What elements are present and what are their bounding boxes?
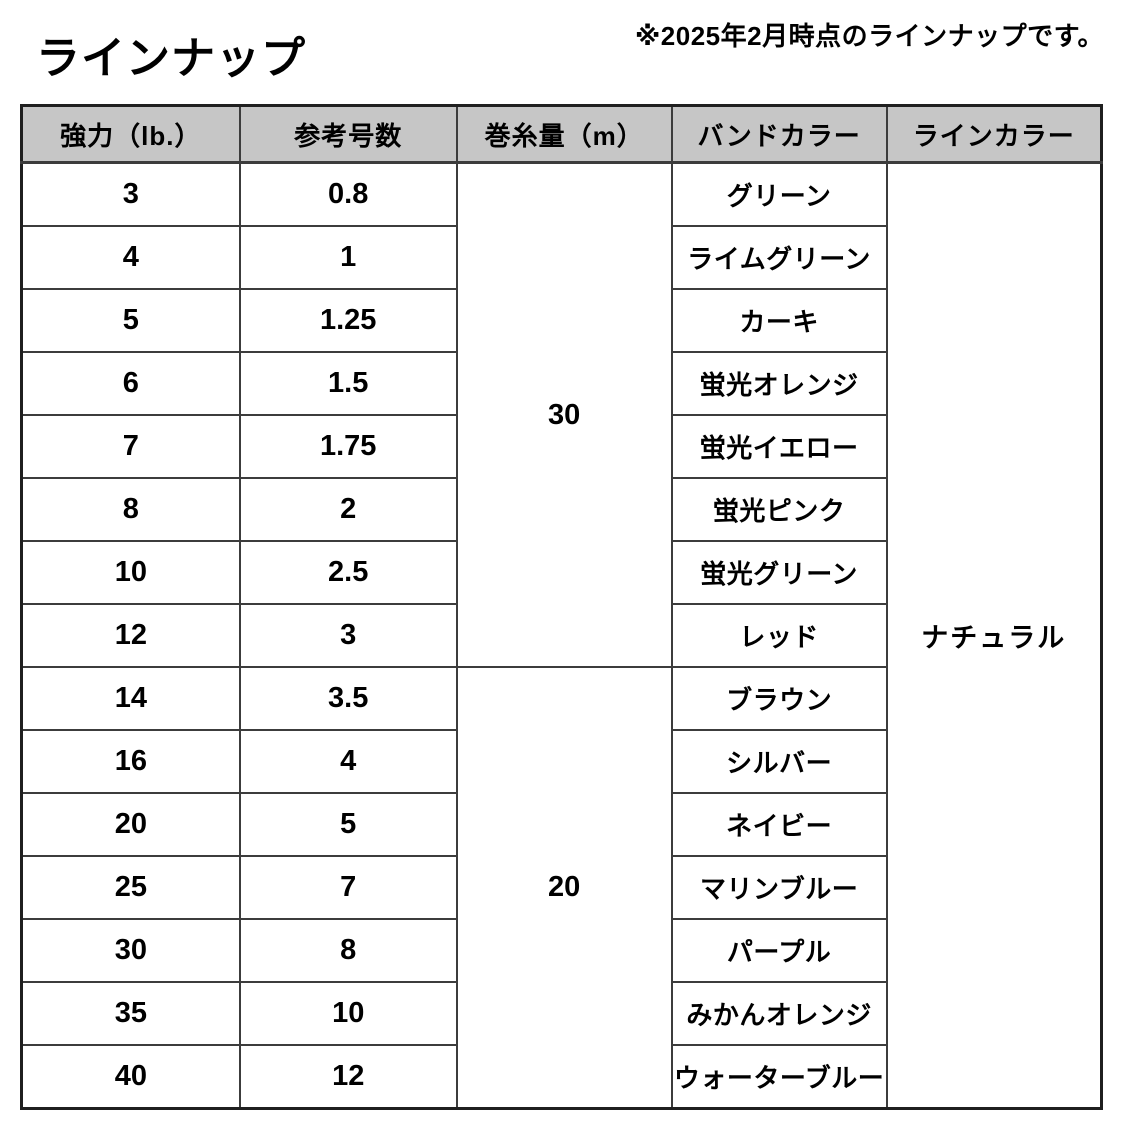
cell-band-color: マリンブルー bbox=[670, 855, 888, 920]
header-row: 強力（lb.） 参考号数 巻糸量（m） バンドカラー ラインカラー bbox=[20, 104, 1103, 164]
cell-strength: 14 bbox=[20, 666, 241, 731]
table-row: 8 2 蛍光ピンク bbox=[20, 477, 1102, 542]
column-header-line-color: ラインカラー bbox=[885, 104, 1103, 164]
cell-strength: 25 bbox=[20, 855, 241, 920]
cell-size: 7 bbox=[238, 855, 458, 920]
cell-size: 5 bbox=[238, 792, 458, 857]
cell-band-color: ブラウン bbox=[670, 666, 888, 731]
cell-band-color: シルバー bbox=[670, 729, 888, 794]
lineup-table-body: 3 0.8 30 グリーン ナチュラル 4 1 ライムグリーン 5 1.25 カーキ 6 1.5 蛍光オレ… bbox=[20, 161, 1103, 1110]
lineup-table-header: 強力（lb.） 参考号数 巻糸量（m） バンドカラー ラインカラー bbox=[20, 104, 1103, 164]
table-row: 30 8 パープル bbox=[20, 918, 1102, 983]
cell-band-color: 蛍光グリーン bbox=[670, 540, 888, 605]
cell-band-color: 蛍光オレンジ bbox=[670, 351, 888, 416]
cell-strength: 30 bbox=[20, 918, 241, 983]
table-row: 12 3 レッド bbox=[20, 603, 1102, 668]
cell-band-color: ライムグリーン bbox=[670, 225, 888, 290]
table-row: 5 1.25 カーキ bbox=[20, 288, 1102, 353]
cell-size: 1.5 bbox=[238, 351, 458, 416]
table-row: 25 7 マリンブルー bbox=[20, 855, 1102, 920]
cell-size: 3 bbox=[238, 603, 458, 668]
cell-size: 3.5 bbox=[238, 666, 458, 731]
cell-strength: 7 bbox=[20, 414, 241, 479]
cell-length: 20 bbox=[455, 666, 673, 1110]
cell-line-color: ナチュラル bbox=[885, 161, 1103, 1110]
table-row: 20 5 ネイビー bbox=[20, 792, 1102, 857]
column-header-strength: 強力（lb.） bbox=[20, 104, 241, 164]
cell-size: 10 bbox=[238, 981, 458, 1046]
cell-size: 1.25 bbox=[238, 288, 458, 353]
table-row: 4 1 ライムグリーン bbox=[20, 225, 1102, 290]
cell-size: 12 bbox=[238, 1044, 458, 1110]
cell-length: 30 bbox=[455, 161, 673, 668]
column-header-size: 参考号数 bbox=[238, 104, 458, 164]
column-header-band-color: バンドカラー bbox=[670, 104, 888, 164]
cell-strength: 10 bbox=[20, 540, 241, 605]
cell-strength: 5 bbox=[20, 288, 241, 353]
cell-band-color: レッド bbox=[670, 603, 888, 668]
cell-size: 2 bbox=[238, 477, 458, 542]
cell-size: 2.5 bbox=[238, 540, 458, 605]
cell-strength: 6 bbox=[20, 351, 241, 416]
lineup-table: 強力（lb.） 参考号数 巻糸量（m） バンドカラー ラインカラー 3 0.8 30… bbox=[20, 104, 1103, 1110]
cell-size: 0.8 bbox=[238, 161, 458, 227]
cell-band-color: みかんオレンジ bbox=[670, 981, 888, 1046]
cell-band-color: 蛍光ピンク bbox=[670, 477, 888, 542]
table-row: 3 0.8 30 グリーン ナチュラル bbox=[20, 161, 1103, 1110]
column-header-length: 巻糸量（m） bbox=[455, 104, 673, 164]
cell-band-color: グリーン bbox=[670, 161, 888, 227]
table-row: 14 3.5 20 ブラウン bbox=[20, 666, 1102, 1110]
page-title: ラインナップ bbox=[36, 34, 306, 83]
cell-band-color: 蛍光イエロー bbox=[670, 414, 888, 479]
table-row: 10 2.5 蛍光グリーン bbox=[20, 540, 1102, 605]
table-row: 7 1.75 蛍光イエロー bbox=[20, 414, 1102, 479]
cell-size: 4 bbox=[238, 729, 458, 794]
table-row: 35 10 みかんオレンジ bbox=[20, 981, 1102, 1046]
cell-strength: 8 bbox=[20, 477, 241, 542]
cell-strength: 4 bbox=[20, 225, 241, 290]
cell-band-color: パープル bbox=[670, 918, 888, 983]
table-row: 6 1.5 蛍光オレンジ bbox=[20, 351, 1102, 416]
cell-size: 8 bbox=[238, 918, 458, 983]
cell-strength: 3 bbox=[20, 161, 241, 227]
cell-band-color: カーキ bbox=[670, 288, 888, 353]
cell-band-color: ネイビー bbox=[670, 792, 888, 857]
table-row: 16 4 シルバー bbox=[20, 729, 1102, 794]
table-row: 40 12 ウォーターブルー bbox=[20, 1044, 1102, 1110]
cell-strength: 40 bbox=[20, 1044, 241, 1110]
cell-strength: 16 bbox=[20, 729, 241, 794]
cell-size: 1 bbox=[238, 225, 458, 290]
cell-band-color: ウォーターブルー bbox=[670, 1044, 888, 1110]
lineup-date-note: ※2025年2月時点のラインナップです。 bbox=[635, 21, 1104, 51]
cell-strength: 12 bbox=[20, 603, 241, 668]
cell-strength: 20 bbox=[20, 792, 241, 857]
cell-strength: 35 bbox=[20, 981, 241, 1046]
cell-size: 1.75 bbox=[238, 414, 458, 479]
